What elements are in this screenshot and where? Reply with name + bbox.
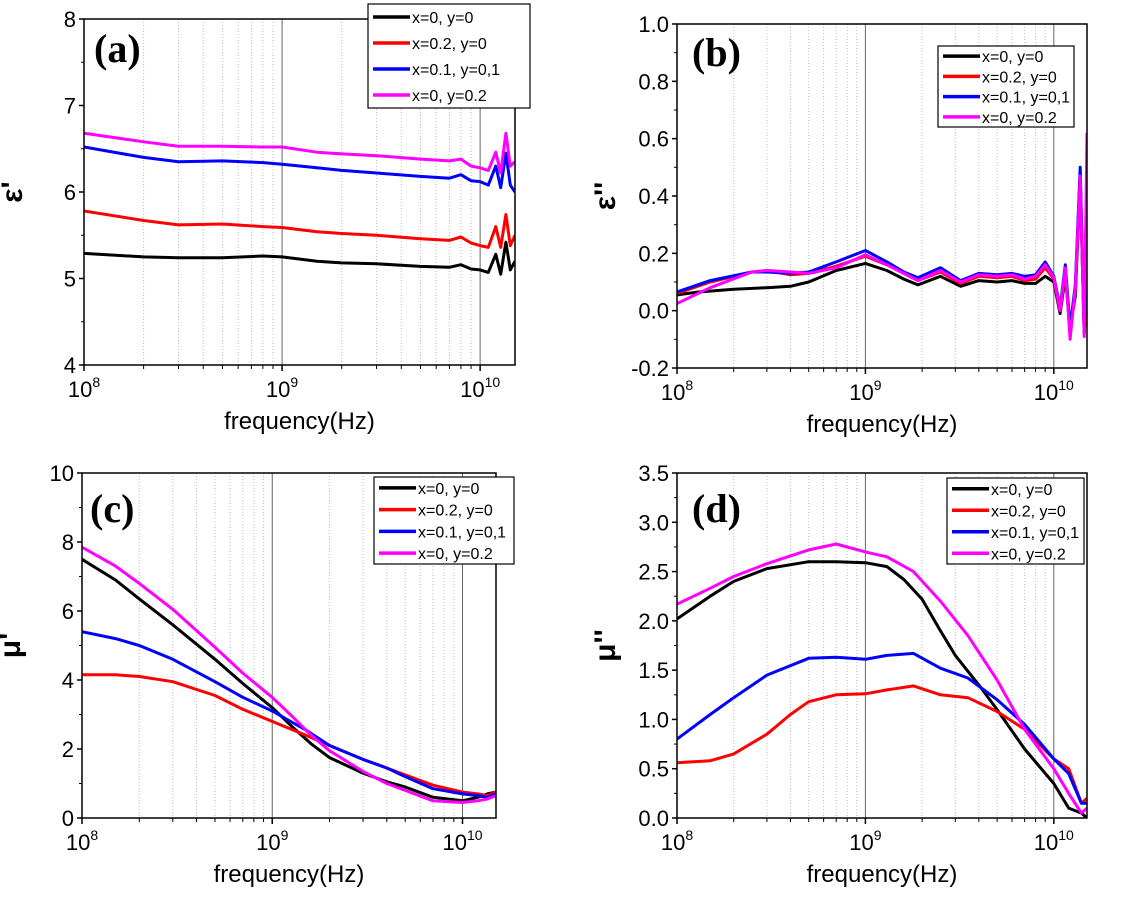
x-tick-label: 109 (849, 827, 881, 855)
y-tick-label: 3.5 (638, 461, 669, 486)
series-line-2 (677, 165, 1087, 333)
y-axis-label: μ'' (589, 629, 622, 662)
y-tick-label: 2.5 (638, 560, 669, 585)
y-tick-label: 6 (62, 599, 74, 624)
legend-entry: x=0, y=0.2 (991, 546, 1066, 563)
legend-entry: x=0.1, y=0,1 (991, 525, 1079, 542)
series-group (677, 132, 1087, 341)
y-axis-label: μ' (0, 633, 27, 659)
series-line-3 (82, 545, 496, 804)
legend-entry: x=0.2, y=0 (418, 503, 493, 520)
y-tick-label: 0.6 (638, 127, 669, 152)
legend-box (367, 3, 531, 109)
panel-label: (b) (692, 30, 741, 75)
legend-entry: x=0, y=0 (982, 49, 1043, 66)
x-tick-label: 1010 (460, 374, 500, 402)
panel-d: 0.0 0.5 1.0 1.5 2.0 2.5 3.0 3.5 108 109 1010 freque… (589, 461, 1088, 888)
series-line-0 (84, 240, 515, 276)
y-tick-label: 6 (64, 180, 76, 205)
legend-box (373, 476, 515, 565)
y-tick-label: 8 (64, 7, 76, 32)
x-tick-label: 108 (66, 827, 98, 855)
series-line-2 (82, 630, 496, 799)
legend-entry: x=0.2, y=0 (982, 69, 1057, 86)
series-group (82, 545, 496, 804)
legend-entry: x=0, y=0.2 (412, 88, 487, 105)
legend-entry: x=0.1, y=0,1 (418, 524, 506, 541)
legend-box (937, 45, 1075, 128)
x-tick-label: 108 (68, 374, 100, 402)
legend-entry: x=0.2, y=0 (412, 36, 487, 53)
y-tick-label: 0.0 (638, 806, 669, 831)
legend-entry: x=0, y=0 (412, 10, 473, 27)
x-axis-label: frequency(Hz) (807, 411, 958, 438)
panel-c: 0 2 4 6 8 10 108 109 1010 frequency(Hz) μ' (c) x=0, … (0, 461, 515, 888)
series-group (84, 131, 515, 276)
y-tick-label: 7 (64, 94, 76, 119)
x-tick-label: 109 (849, 377, 881, 405)
y-tick-label: 5 (64, 267, 76, 292)
x-tick-label: 1010 (442, 827, 482, 855)
x-tick-label: 108 (661, 377, 693, 405)
x-tick-label: 1010 (1034, 827, 1074, 855)
x-axis-label: frequency(Hz) (214, 861, 365, 888)
panel-b: -0.2 0.0 0.2 0.4 0.6 0.8 1.0 108 109 1010 frequenc… (589, 12, 1088, 438)
legend: x=0, y=0 x=0.2, y=0 x=0.1, y=0,1 x=0, y=0.2 (367, 3, 531, 109)
x-axis-label: frequency(Hz) (807, 861, 958, 888)
y-axis-label: ε' (0, 181, 29, 202)
series-line-1 (82, 673, 496, 798)
series-line-0 (82, 558, 496, 803)
y-tick-label: 8 (62, 530, 74, 555)
series-line-2 (84, 145, 515, 193)
legend-entry: x=0.1, y=0,1 (412, 62, 500, 79)
legend-entry: x=0, y=0 (991, 482, 1052, 499)
y-tick-label: 10 (50, 461, 74, 486)
y-tick-label: 2 (62, 737, 74, 762)
panel-label: (c) (90, 486, 134, 531)
legend: x=0, y=0 x=0.2, y=0 x=0.1, y=0,1 x=0, y=0.2 (373, 476, 515, 565)
y-tick-label: -0.2 (631, 356, 669, 381)
y-tick-label: 0.4 (638, 184, 669, 209)
y-axis-label: ε'' (589, 182, 622, 211)
legend-entry: x=0, y=0 (418, 481, 479, 498)
series-line-3 (677, 132, 1087, 341)
y-tick-label: 0.8 (638, 69, 669, 94)
x-tick-label: 1010 (1034, 377, 1074, 405)
y-tick-label: 3.0 (638, 510, 669, 535)
panel-label: (a) (94, 26, 141, 71)
legend-entry: x=0, y=0.2 (982, 110, 1057, 127)
legend-entry: x=0, y=0.2 (418, 546, 493, 563)
legend-entry: x=0.1, y=0,1 (982, 90, 1070, 107)
series-line-1 (677, 684, 1087, 805)
legend-box (946, 477, 1085, 565)
series-line-2 (677, 651, 1087, 805)
y-tick-label: 1.0 (638, 12, 669, 37)
series-line-1 (677, 171, 1087, 336)
y-tick-label: 1.5 (638, 658, 669, 683)
panel-label: (d) (692, 486, 741, 531)
x-tick-label: 108 (661, 827, 693, 855)
legend-entry: x=0.2, y=0 (991, 503, 1066, 520)
series-group (677, 542, 1087, 818)
y-tick-label: 4 (64, 353, 76, 378)
panel-a: 4 5 6 7 8 108 109 1010 frequency(Hz) ε' (a) x=0, y=… (0, 3, 531, 435)
legend: x=0, y=0 x=0.2, y=0 x=0.1, y=0,1 x=0, y=0.2 (937, 45, 1075, 128)
y-tick-label: 0.2 (638, 241, 669, 266)
x-tick-label: 109 (266, 374, 298, 402)
y-tick-label: 0 (62, 806, 74, 831)
series-line-0 (677, 560, 1087, 818)
series-line-1 (84, 209, 515, 249)
y-tick-label: 4 (62, 668, 74, 693)
x-axis-label: frequency(Hz) (224, 408, 375, 435)
x-tick-label: 109 (256, 827, 288, 855)
legend: x=0, y=0 x=0.2, y=0 x=0.1, y=0,1 x=0, y=0.2 (946, 477, 1085, 565)
series-line-3 (84, 131, 515, 175)
series-line-3 (677, 542, 1087, 815)
y-tick-label: 1.0 (638, 707, 669, 732)
y-tick-label: 0.0 (638, 299, 669, 324)
y-tick-label: 0.5 (638, 757, 669, 782)
y-tick-label: 2.0 (638, 609, 669, 634)
